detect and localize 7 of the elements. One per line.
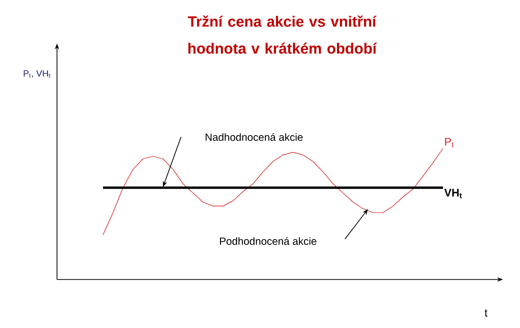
series-label: VH$_{t}$ bbox=[444, 188, 462, 198]
chart-title: Tržní cena akcie vs vnitřní hodnota v krátkém období bbox=[188, 16, 378, 54]
text: Nadhodnocená akcie bbox=[206, 133, 303, 141]
series-label: P$_{t}$ bbox=[445, 138, 454, 148]
x-axis-title: t bbox=[484, 309, 488, 317]
text: P$_{t}$, VH$_{t}$ bbox=[24, 70, 50, 78]
annotation: Podhodnocená akcie bbox=[220, 237, 316, 245]
